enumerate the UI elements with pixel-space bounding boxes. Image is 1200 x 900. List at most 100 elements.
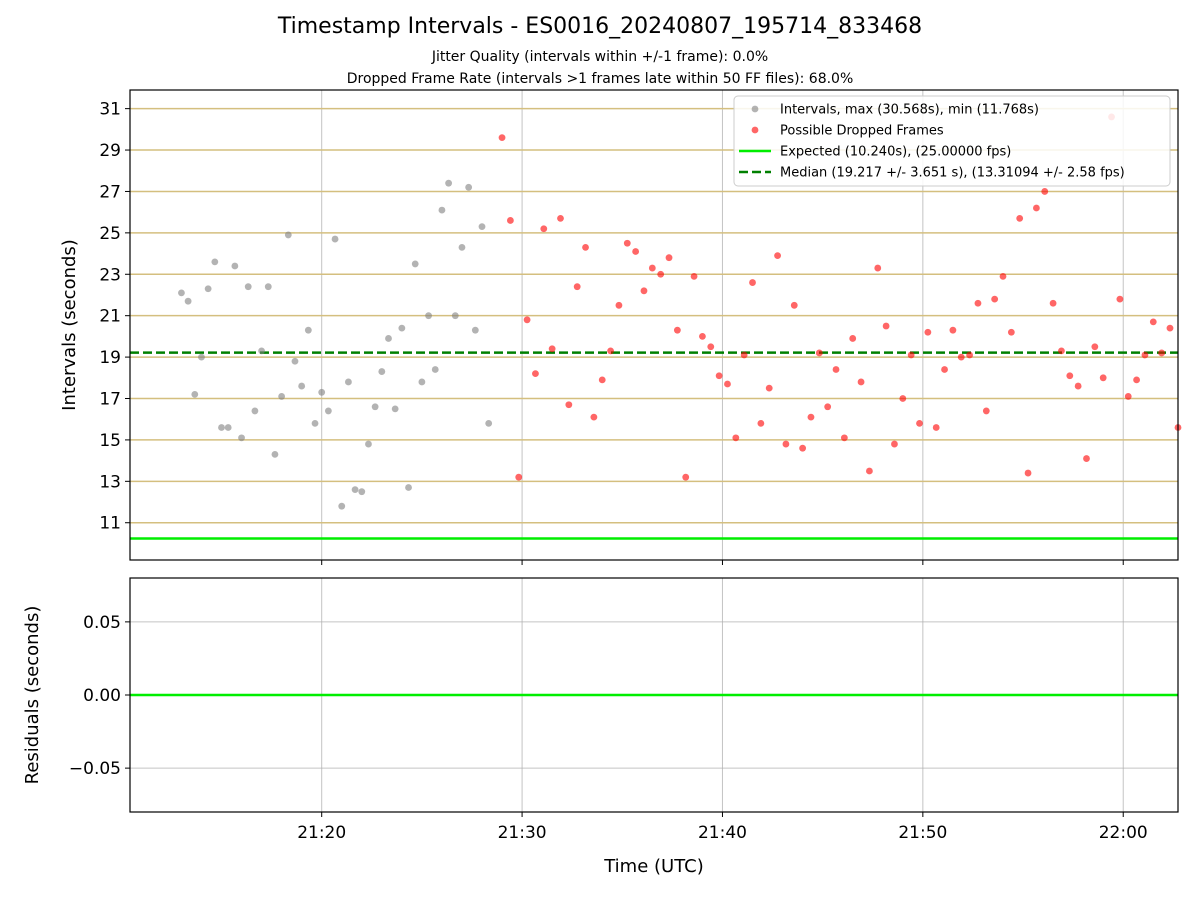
dropped-frame-point: [540, 225, 548, 233]
interval-point: [331, 235, 339, 243]
interval-point: [304, 326, 312, 334]
dropped-frame-point: [1041, 188, 1049, 195]
dropped-frame-point: [1141, 351, 1149, 359]
interval-point: [398, 324, 406, 332]
interval-point: [231, 262, 239, 270]
dropped-frame-point: [565, 401, 573, 409]
interval-point: [284, 231, 292, 239]
interval-point: [218, 424, 225, 431]
dropped-frame-point: [699, 332, 706, 340]
dropped-frame-point: [866, 467, 873, 475]
interval-point: [244, 283, 252, 291]
x-tick-label: 21:50: [898, 823, 947, 843]
interval-point: [411, 260, 419, 268]
legend: Intervals, max (30.568s), min (11.768s) P…: [733, 95, 1171, 187]
dropped-frame-point: [757, 419, 765, 427]
interval-point: [271, 451, 279, 458]
dropped-frame-point: [966, 351, 974, 359]
interval-point: [471, 326, 479, 334]
interval-point: [338, 502, 346, 510]
dropped-frame-point: [657, 270, 665, 278]
interval-point: [291, 357, 299, 365]
interval-point: [324, 407, 332, 415]
interval-point: [378, 368, 386, 375]
interval-point: [458, 243, 466, 251]
dropped-frame-point: [724, 380, 731, 388]
dropped-frame-point: [941, 366, 948, 373]
legend-label: Median (19.217 +/- 3.651 s), (13.31094 +…: [780, 166, 1125, 181]
interval-point: [485, 419, 493, 427]
interval-point: [351, 486, 359, 494]
interval-point: [371, 403, 379, 411]
interval-point: [478, 223, 486, 231]
dropped-frame-point: [1166, 324, 1174, 332]
dropped-frame-point: [523, 316, 531, 324]
interval-point: [238, 434, 245, 442]
interval-point: [198, 353, 205, 361]
dropped-frame-point: [615, 301, 623, 309]
chart-title: Timestamp Intervals - ES0016_20240807_19…: [277, 14, 923, 39]
dropped-frame-point: [1091, 343, 1099, 351]
y-tick-label: 11: [99, 514, 121, 534]
y-tick-label: 31: [99, 100, 121, 120]
interval-point: [405, 484, 412, 491]
dropped-frame-point: [548, 345, 556, 353]
interval-point: [311, 419, 319, 427]
dropped-frame-point: [849, 335, 857, 342]
top-panel-frame: [129, 89, 1179, 561]
y-tick-label: −0.05: [69, 759, 121, 779]
legend-marker-dropped: [751, 126, 759, 134]
chart-subtitle-dropped-rate: Dropped Frame Rate (intervals >1 frames …: [346, 71, 854, 87]
dropped-frame-point: [648, 264, 656, 272]
residual-panel-axes: 0.05 0.00 −0.05 21:20 21:30 21:40 21:50 22:00 Re…: [22, 577, 1179, 877]
y-axis-label: Intervals (seconds): [59, 239, 80, 411]
interval-point: [204, 285, 212, 293]
dropped-frame-point: [582, 243, 589, 251]
y-tick-label: 15: [99, 431, 121, 451]
dropped-frame-point: [740, 351, 748, 359]
dropped-frame-point: [815, 349, 823, 357]
dropped-frame-point: [782, 440, 790, 448]
interval-point: [385, 335, 392, 342]
dropped-frame-point: [665, 254, 673, 262]
x-axis-label: Time (UTC): [603, 856, 704, 877]
interval-point: [278, 393, 286, 400]
dropped-frame-point: [1149, 318, 1157, 326]
dropped-frame-point: [557, 214, 564, 222]
interval-point: [418, 378, 426, 386]
y-tick-label: 0.00: [83, 686, 121, 706]
dropped-frame-point: [1074, 382, 1082, 390]
dropped-frame-point: [891, 440, 898, 448]
dropped-frame-point: [1116, 295, 1124, 303]
dropped-frame-point: [999, 272, 1007, 280]
interval-point: [251, 407, 259, 415]
dropped-frame-point: [690, 272, 698, 280]
legend-box: [733, 95, 1171, 187]
dropped-frame-point: [949, 326, 957, 334]
dropped-frame-point: [799, 444, 807, 452]
y-tick-label: 29: [99, 141, 121, 161]
dropped-frame-point: [899, 395, 907, 402]
x-tick-label: 21:30: [498, 823, 547, 843]
dropped-frame-point: [991, 295, 999, 303]
interval-point: [258, 347, 265, 355]
dropped-frame-point: [765, 384, 773, 392]
dropped-frame-point: [882, 322, 890, 330]
dropped-frame-point: [857, 378, 865, 386]
dropped-frame-point: [515, 473, 523, 481]
dropped-frame-point: [673, 326, 681, 334]
interval-point: [445, 179, 453, 187]
dropped-frame-point: [640, 287, 648, 295]
interval-point: [318, 388, 326, 396]
interval-point: [345, 378, 352, 386]
dropped-frame-point: [715, 372, 723, 380]
dropped-frame-point: [1066, 372, 1074, 380]
dropped-frame-point: [982, 407, 990, 415]
dropped-frame-point: [1133, 376, 1140, 384]
y-tick-label: 23: [99, 265, 121, 285]
legend-label: Expected (10.240s), (25.00000 fps): [780, 145, 1011, 160]
y-tick-label: 21: [99, 307, 121, 327]
dropped-frame-point: [907, 351, 915, 359]
dropped-frame-point: [573, 283, 581, 291]
